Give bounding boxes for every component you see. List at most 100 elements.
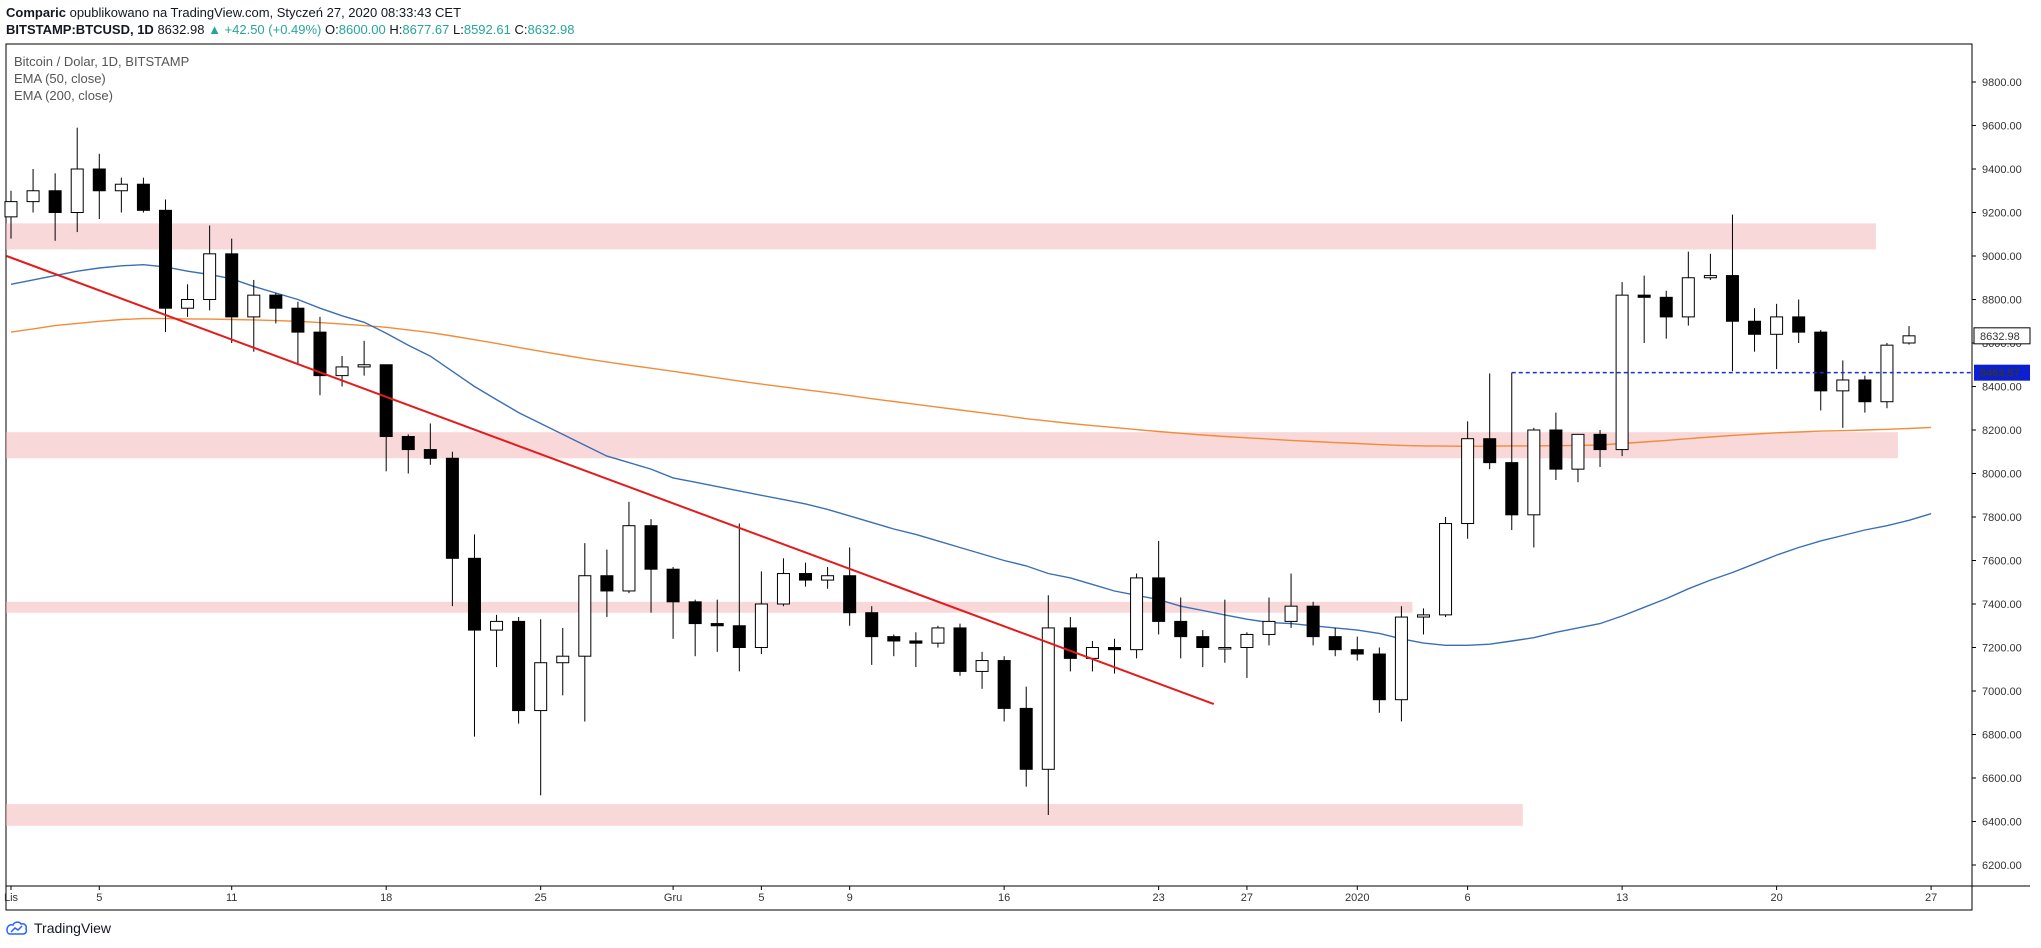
- candle-body: [467, 557, 481, 631]
- price-tick-label: 9600.00: [1982, 121, 2022, 133]
- candle: [1880, 343, 1894, 409]
- candle-body: [401, 436, 415, 451]
- candle-body: [1505, 462, 1519, 516]
- price-zone-4: [6, 804, 1523, 826]
- candle-body: [732, 625, 746, 648]
- legend-ema200[interactable]: EMA (200, close): [14, 88, 113, 103]
- candle: [1174, 597, 1188, 659]
- candle-body: [48, 190, 62, 213]
- chart-header: Comparic opublikowano na TradingView.com…: [6, 4, 1206, 38]
- trendline: [6, 255, 1215, 705]
- candle: [70, 127, 84, 233]
- candle: [1858, 375, 1872, 413]
- candle-body: [1748, 320, 1762, 335]
- candle-body: [997, 660, 1011, 709]
- time-tick-label: 20: [1770, 892, 1782, 904]
- candle: [357, 340, 371, 376]
- trendline-group: [6, 255, 1215, 705]
- candle-body: [335, 366, 349, 377]
- candle-body: [1240, 633, 1254, 649]
- candle: [1218, 599, 1232, 663]
- low-label: L:: [453, 22, 464, 37]
- candle-body: [70, 168, 84, 213]
- candle-body: [843, 575, 857, 614]
- candle-body: [821, 575, 835, 581]
- candle-body: [26, 190, 40, 203]
- publisher-line: Comparic opublikowano na TradingView.com…: [6, 4, 1206, 21]
- candle: [1063, 617, 1077, 672]
- candle-body: [1615, 294, 1629, 451]
- candle: [490, 614, 504, 668]
- candle: [1527, 427, 1541, 548]
- candle-body: [1527, 429, 1541, 516]
- close-value: 8632.98: [527, 22, 575, 37]
- candle-body: [1725, 275, 1739, 322]
- open-label: O:: [325, 22, 339, 37]
- candle: [1328, 627, 1342, 657]
- price-tick-label: 8800.00: [1982, 295, 2022, 307]
- candle: [600, 549, 614, 618]
- candle: [1461, 421, 1475, 539]
- candle-body: [622, 525, 636, 592]
- price-tick-label: 8400.00: [1982, 382, 2022, 394]
- last-price: 8632.98: [157, 22, 205, 37]
- candle: [1196, 630, 1210, 668]
- price-tick-label: 6600.00: [1982, 773, 2022, 785]
- candle: [1681, 251, 1695, 326]
- candle-body: [1041, 627, 1055, 770]
- candle-body: [1902, 335, 1916, 344]
- candle-body: [1306, 605, 1320, 638]
- time-tick-label: Lis: [4, 892, 19, 904]
- candle: [1902, 326, 1916, 345]
- candle: [1659, 290, 1673, 339]
- candle: [512, 617, 526, 724]
- candle: [203, 225, 217, 311]
- candle: [1306, 601, 1320, 646]
- ema50-line: [10, 263, 1932, 646]
- candle-body: [688, 601, 702, 625]
- price-axis[interactable]: 6200.00 6400.00 6600.00 6800.00 7000.00 7200.…: [1972, 77, 2031, 872]
- candle-body: [1152, 577, 1166, 622]
- candle: [622, 501, 636, 594]
- candle: [578, 543, 592, 722]
- price-tick-label: 9200.00: [1982, 208, 2022, 220]
- time-axis[interactable]: Lis 5 11 18 25 Gru 5 9 16 23 27 2020 6 13 20 27: [4, 886, 1937, 904]
- candle: [1240, 632, 1254, 678]
- candle-body: [1681, 277, 1695, 318]
- ohlc-line: BITSTAMP:BTCUSD, 1D 8632.98 ▲ +42.50 (+0…: [6, 21, 1206, 38]
- candle: [556, 627, 570, 696]
- candle-body: [1439, 523, 1453, 616]
- candle-body: [269, 294, 283, 309]
- candle-body: [1218, 647, 1232, 650]
- candle: [1284, 573, 1298, 628]
- published-info: opublikowano na TradingView.com, Styczeń…: [69, 5, 462, 20]
- candle-body: [1814, 331, 1828, 392]
- candles: [4, 127, 1916, 815]
- candle-body: [754, 603, 768, 648]
- candle-body: [291, 307, 305, 333]
- legend-ema50[interactable]: EMA (50, close): [14, 71, 106, 86]
- candle: [158, 199, 172, 333]
- candle-body: [776, 573, 790, 605]
- candle: [1814, 329, 1828, 411]
- candle: [467, 534, 481, 737]
- candle: [754, 571, 768, 655]
- price-tick-label: 7200.00: [1982, 643, 2022, 655]
- time-tick-label: 16: [998, 892, 1010, 904]
- candle: [843, 547, 857, 626]
- tradingview-logo[interactable]: TradingView: [6, 920, 111, 936]
- candle: [953, 623, 967, 676]
- candle: [909, 632, 923, 668]
- candle: [1703, 253, 1717, 280]
- candle-body: [114, 183, 128, 192]
- candle: [401, 434, 415, 474]
- candle-body: [313, 331, 327, 377]
- candle-body: [4, 201, 18, 218]
- candle-body: [92, 168, 106, 192]
- candle-body: [1858, 379, 1872, 403]
- author-name[interactable]: Comparic: [6, 5, 66, 20]
- candle-body: [953, 627, 967, 672]
- candle: [1770, 303, 1784, 370]
- candle-body: [1394, 616, 1408, 701]
